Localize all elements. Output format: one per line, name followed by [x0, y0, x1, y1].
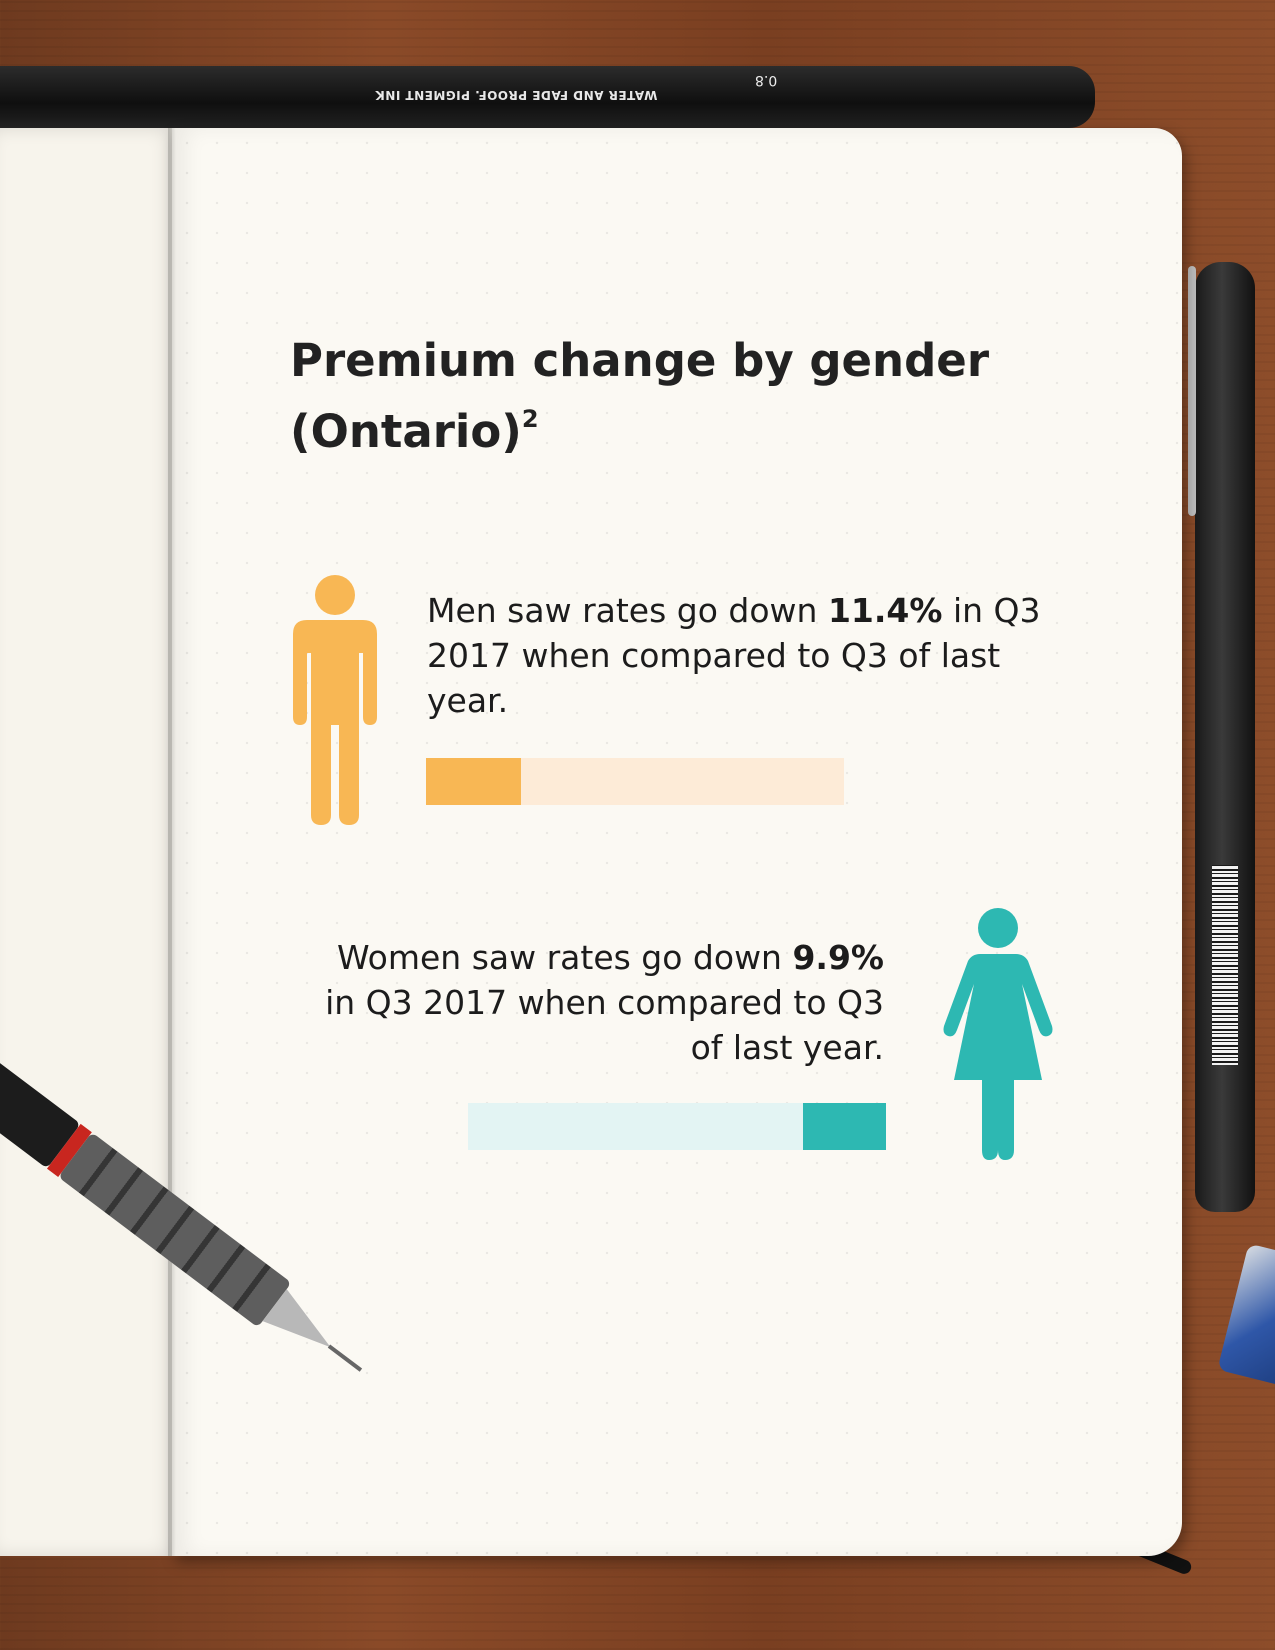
man-body	[293, 620, 377, 825]
men-value: 11.4%	[827, 591, 943, 630]
man-head	[315, 575, 355, 615]
woman-body	[943, 954, 1053, 1160]
women-description: Women saw rates go down 9.9% in Q3 2017 …	[300, 935, 884, 1070]
notebook-left-page	[0, 128, 178, 1556]
top-pen	[0, 66, 1095, 128]
notebook-spine	[168, 128, 176, 1556]
woman-head	[978, 908, 1018, 948]
top-pen-label: WATER AND FADE PROOF. PIGMENT INK	[375, 88, 658, 102]
title-text: Premium change by gender (Ontario)	[290, 334, 990, 458]
woman-icon	[943, 908, 1053, 1160]
men-bar-track	[426, 758, 844, 805]
women-text-before: Women saw rates go down	[336, 938, 793, 977]
notebook-right-page	[172, 128, 1182, 1556]
top-pen-size-label: 0.8	[755, 72, 778, 88]
men-bar-fill	[426, 758, 522, 805]
title-footnote: 2	[521, 405, 539, 433]
women-value: 9.9%	[792, 938, 884, 977]
women-bar-fill	[803, 1103, 886, 1150]
pen-barcode	[1212, 865, 1238, 1065]
pen-clip	[1188, 266, 1196, 516]
women-bar-track	[468, 1103, 886, 1150]
man-icon	[293, 575, 377, 825]
men-text-after: in Q3 2017 when compared to Q3 of last y…	[427, 591, 1041, 720]
pencil-lead	[327, 1344, 363, 1372]
page-title: Premium change by gender (Ontario)2	[290, 330, 1070, 463]
right-pen	[1195, 262, 1255, 1212]
men-text-before: Men saw rates go down	[427, 591, 828, 630]
women-text-after: in Q3 2017 when compared to Q3 of last y…	[325, 983, 884, 1067]
men-description: Men saw rates go down 11.4% in Q3 2017 w…	[427, 588, 1047, 723]
